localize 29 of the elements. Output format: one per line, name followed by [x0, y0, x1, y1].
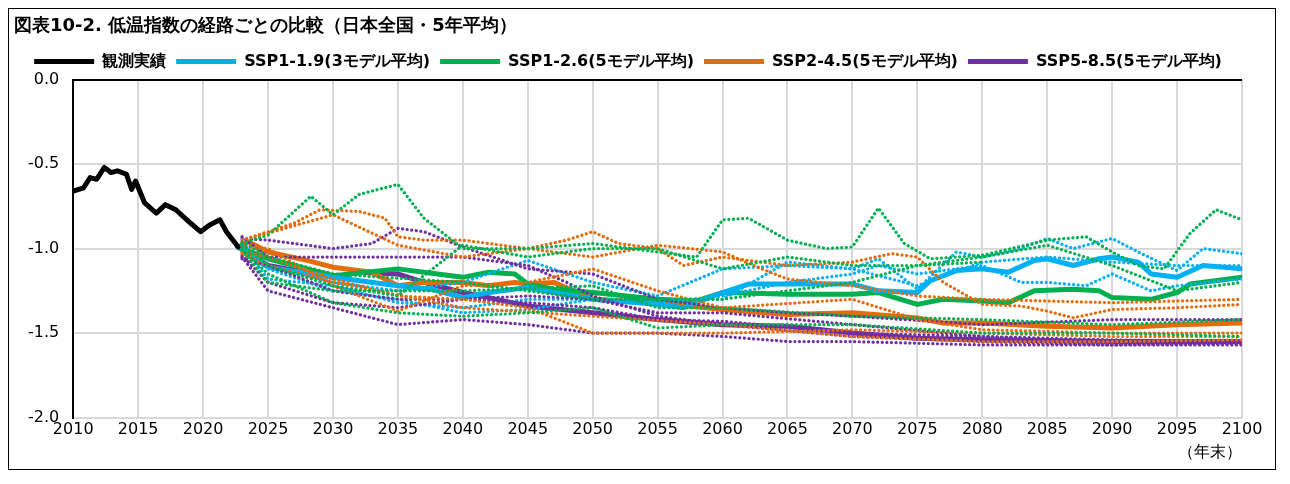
y-tick-label: -1.5: [28, 322, 60, 342]
x-tick-label: 2015: [117, 419, 159, 439]
legend-label: SSP2-4.5(5モデル平均): [772, 50, 958, 70]
x-tick-label: 2080: [961, 419, 1003, 439]
y-tick-label: 0.0: [33, 68, 60, 88]
x-tick-label: 2090: [1091, 419, 1133, 439]
x-axis-title: （年末）: [1178, 441, 1242, 461]
x-tick-label: 2020: [182, 419, 224, 439]
y-tick-label: -1.0: [28, 237, 60, 257]
x-tick-label: 2075: [896, 419, 938, 439]
legend-label: SSP1-1.9(3モデル平均): [244, 50, 431, 70]
x-tick-label: 2100: [1221, 419, 1263, 439]
x-tick-label: 2085: [1026, 419, 1068, 439]
x-tick-label: 2035: [377, 419, 419, 439]
x-tick-label: 2025: [247, 419, 289, 439]
legend-label: SSP5-8.5(5モデル平均): [1035, 50, 1222, 70]
x-tick-label: 2060: [702, 419, 743, 439]
x-tick-label: 2095: [1156, 419, 1198, 439]
x-tick-label: 2045: [507, 419, 549, 439]
legend-label: 観測実績: [101, 50, 167, 70]
x-tick-label: 2065: [767, 419, 808, 439]
y-tick-label: -0.5: [28, 153, 60, 173]
chart-title: 図表10-2. 低温指数の経路ごとの比較（日本全国・5年平均）: [14, 14, 517, 36]
x-tick-label: 2030: [312, 419, 354, 439]
x-tick-label: 2070: [832, 419, 873, 439]
legend-label: SSP1-2.6(5モデル平均): [508, 50, 695, 70]
x-tick-label: 2040: [442, 419, 484, 439]
x-tick-label: 2050: [572, 419, 614, 439]
x-tick-label: 2055: [637, 419, 678, 439]
